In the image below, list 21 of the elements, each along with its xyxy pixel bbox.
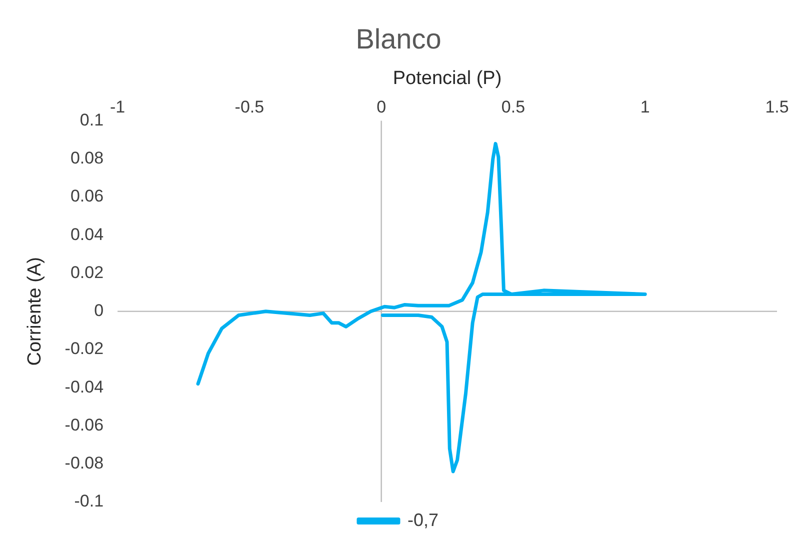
y-tick-label: -0.04 [64, 377, 104, 396]
x-axis-title: Potencial (P) [392, 68, 502, 90]
x-tick-label: 1.5 [765, 97, 789, 116]
legend-label: -0,7 [407, 510, 439, 530]
chart-title: Blanco [356, 24, 442, 55]
y-tick-label: -0.02 [64, 339, 104, 358]
y-tick-label: -0.1 [74, 492, 104, 511]
x-tick-label: 1 [640, 97, 650, 116]
x-tick-label: 0.5 [501, 97, 526, 116]
y-tick-label: -0.06 [64, 415, 104, 434]
y-tick-label: 0.04 [70, 224, 104, 244]
y-axis-title: Corriente (A) [24, 257, 46, 366]
x-tick-label: -1 [110, 97, 126, 116]
y-tick-label: 0 [94, 301, 104, 320]
y-tick-label: -0.08 [64, 454, 104, 473]
y-tick-label: 0.02 [70, 262, 104, 282]
y-tick-label: 0.1 [80, 110, 104, 130]
y-tick-label: 0.06 [70, 186, 104, 206]
x-tick-label: -0.5 [234, 97, 264, 116]
y-tick-label: 0.08 [70, 148, 104, 168]
x-tick-label: 0 [376, 97, 386, 116]
